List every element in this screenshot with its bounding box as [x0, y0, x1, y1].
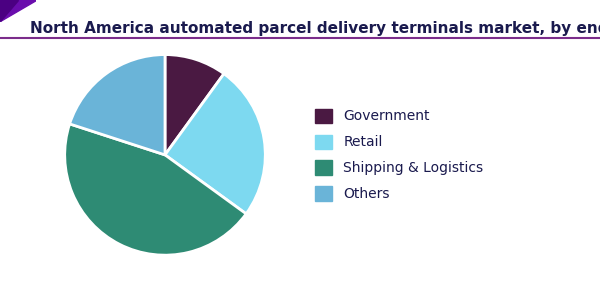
- Text: North America automated parcel delivery terminals market, by end-use, 2016 (%): North America automated parcel delivery …: [30, 21, 600, 36]
- Polygon shape: [0, 0, 18, 21]
- Polygon shape: [0, 0, 36, 21]
- Legend: Government, Retail, Shipping & Logistics, Others: Government, Retail, Shipping & Logistics…: [310, 103, 489, 207]
- Wedge shape: [65, 124, 246, 255]
- Wedge shape: [165, 55, 224, 155]
- Wedge shape: [70, 55, 165, 155]
- Wedge shape: [165, 74, 265, 214]
